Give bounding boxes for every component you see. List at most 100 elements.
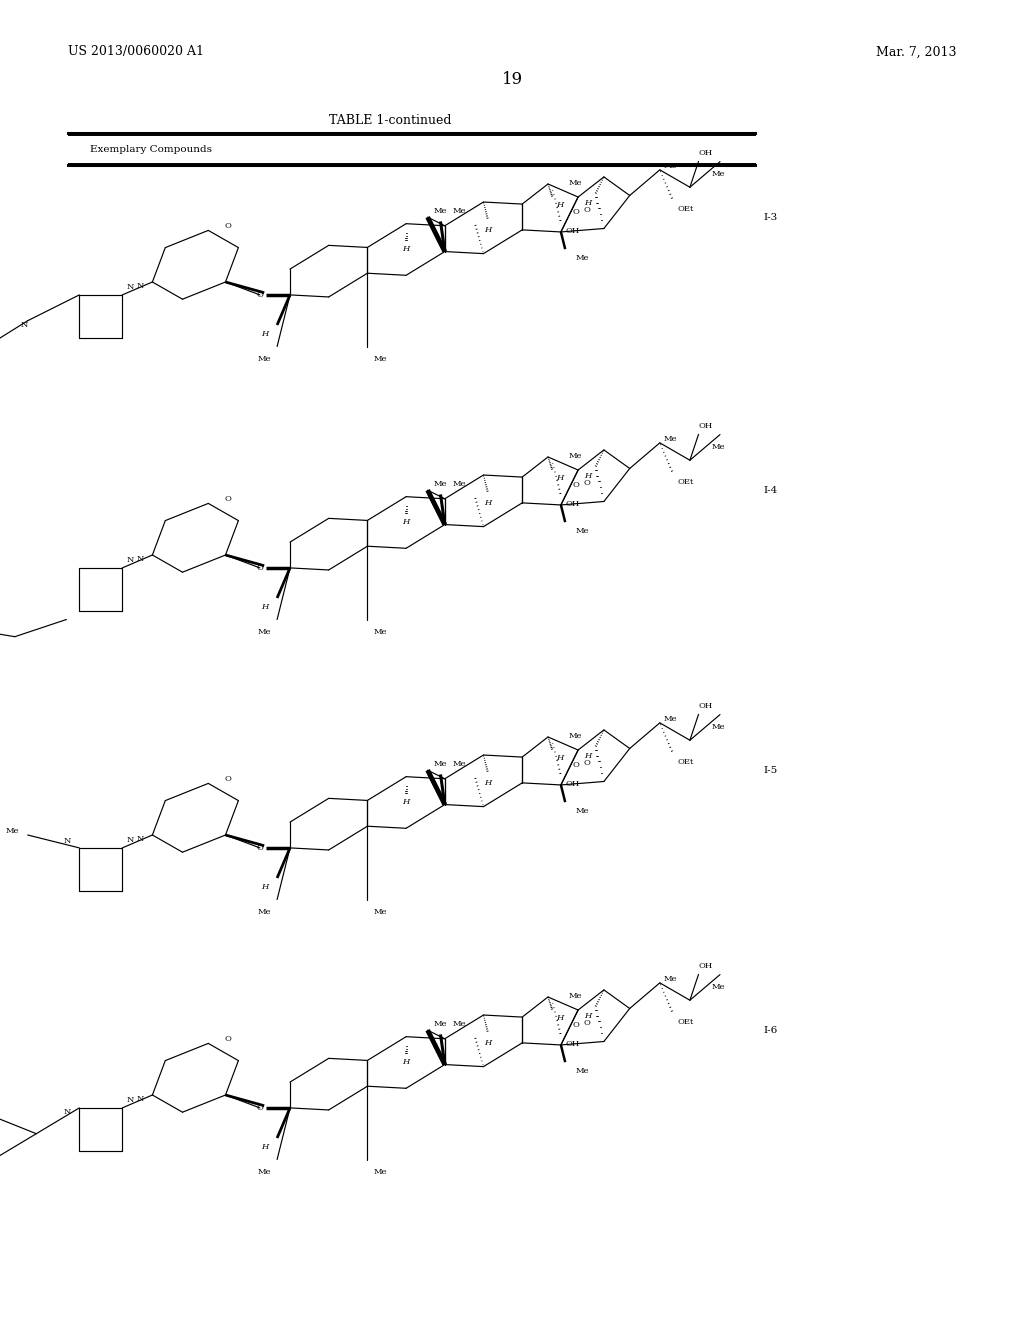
Text: N: N xyxy=(136,836,143,843)
Text: Me: Me xyxy=(434,1020,447,1028)
Text: Me: Me xyxy=(712,444,725,451)
Text: I-6: I-6 xyxy=(763,1026,777,1035)
Text: O: O xyxy=(572,1022,580,1030)
Text: O: O xyxy=(224,495,231,503)
Text: Me: Me xyxy=(664,162,677,170)
Text: OH: OH xyxy=(698,149,713,157)
Text: H: H xyxy=(484,499,492,507)
Text: Me: Me xyxy=(575,807,590,814)
Text: Me: Me xyxy=(664,974,677,982)
Text: H: H xyxy=(584,471,591,479)
Text: OEt: OEt xyxy=(677,478,693,486)
Text: Me: Me xyxy=(664,434,677,442)
Text: Me: Me xyxy=(569,453,583,461)
Text: Me: Me xyxy=(434,207,447,215)
Text: Me: Me xyxy=(374,908,387,916)
Text: Me: Me xyxy=(712,170,725,178)
Text: Me: Me xyxy=(453,1019,466,1027)
Text: Me: Me xyxy=(453,479,466,487)
Text: N: N xyxy=(63,1109,71,1117)
Text: O: O xyxy=(224,222,231,230)
Text: Me: Me xyxy=(257,908,271,916)
Text: Me: Me xyxy=(453,207,466,215)
Text: Me: Me xyxy=(434,760,447,768)
Text: Me: Me xyxy=(569,180,583,187)
Text: OH: OH xyxy=(565,1040,580,1048)
Text: Me: Me xyxy=(374,1168,387,1176)
Text: H: H xyxy=(484,226,492,234)
Text: H: H xyxy=(402,799,410,807)
Text: 19: 19 xyxy=(502,71,522,88)
Text: Mar. 7, 2013: Mar. 7, 2013 xyxy=(876,45,956,58)
Text: Me: Me xyxy=(374,628,387,636)
Text: OEt: OEt xyxy=(677,1018,693,1026)
Text: I-3: I-3 xyxy=(763,213,777,222)
Text: Me: Me xyxy=(257,1168,271,1176)
Text: H: H xyxy=(402,519,410,527)
Text: N: N xyxy=(127,836,134,843)
Text: O: O xyxy=(584,1019,590,1027)
Text: O: O xyxy=(256,564,263,572)
Text: H: H xyxy=(557,202,564,210)
Text: Exemplary Compounds: Exemplary Compounds xyxy=(90,145,212,154)
Text: H: H xyxy=(584,751,591,760)
Text: I-4: I-4 xyxy=(763,486,777,495)
Text: N: N xyxy=(127,282,134,290)
Text: O: O xyxy=(224,1035,231,1043)
Text: O: O xyxy=(572,762,580,770)
Text: Me: Me xyxy=(575,1067,590,1074)
Text: OH: OH xyxy=(698,702,713,710)
Text: OH: OH xyxy=(698,422,713,430)
Text: I-5: I-5 xyxy=(763,766,777,775)
Text: H: H xyxy=(261,883,268,891)
Text: O: O xyxy=(256,290,263,298)
Text: O: O xyxy=(572,482,580,490)
Text: N: N xyxy=(136,1096,143,1104)
Text: O: O xyxy=(256,1104,263,1111)
Text: US 2013/0060020 A1: US 2013/0060020 A1 xyxy=(68,45,204,58)
Text: Me: Me xyxy=(575,253,590,261)
Text: N: N xyxy=(127,556,134,564)
Text: O: O xyxy=(256,843,263,851)
Text: N: N xyxy=(127,1096,134,1104)
Text: OEt: OEt xyxy=(677,758,693,766)
Text: OEt: OEt xyxy=(677,205,693,213)
Text: Me: Me xyxy=(664,714,677,723)
Text: N: N xyxy=(20,321,28,329)
Text: OH: OH xyxy=(565,500,580,508)
Text: Me: Me xyxy=(257,355,271,363)
Text: O: O xyxy=(584,759,590,767)
Text: Me: Me xyxy=(453,759,466,768)
Text: Me: Me xyxy=(712,723,725,731)
Text: H: H xyxy=(261,1143,268,1151)
Text: OH: OH xyxy=(565,780,580,788)
Text: H: H xyxy=(557,755,564,763)
Text: H: H xyxy=(261,603,268,611)
Text: N: N xyxy=(63,837,71,845)
Text: N: N xyxy=(136,282,143,290)
Text: Me: Me xyxy=(712,983,725,991)
Text: Me: Me xyxy=(569,733,583,741)
Text: H: H xyxy=(584,199,591,207)
Text: H: H xyxy=(557,1015,564,1023)
Text: O: O xyxy=(224,775,231,783)
Text: TABLE 1-continued: TABLE 1-continued xyxy=(329,114,452,127)
Text: OH: OH xyxy=(565,227,580,235)
Text: H: H xyxy=(402,246,410,253)
Text: OH: OH xyxy=(698,962,713,970)
Text: H: H xyxy=(402,1059,410,1067)
Text: Me: Me xyxy=(5,826,19,834)
Text: Me: Me xyxy=(257,628,271,636)
Text: Me: Me xyxy=(575,527,590,535)
Text: Me: Me xyxy=(434,479,447,487)
Text: O: O xyxy=(572,209,580,216)
Text: H: H xyxy=(584,1011,591,1020)
Text: Me: Me xyxy=(569,993,583,1001)
Text: H: H xyxy=(261,330,268,338)
Text: O: O xyxy=(584,479,590,487)
Text: O: O xyxy=(584,206,590,214)
Text: Me: Me xyxy=(374,355,387,363)
Text: N: N xyxy=(136,556,143,564)
Text: H: H xyxy=(484,1039,492,1047)
Text: H: H xyxy=(557,474,564,483)
